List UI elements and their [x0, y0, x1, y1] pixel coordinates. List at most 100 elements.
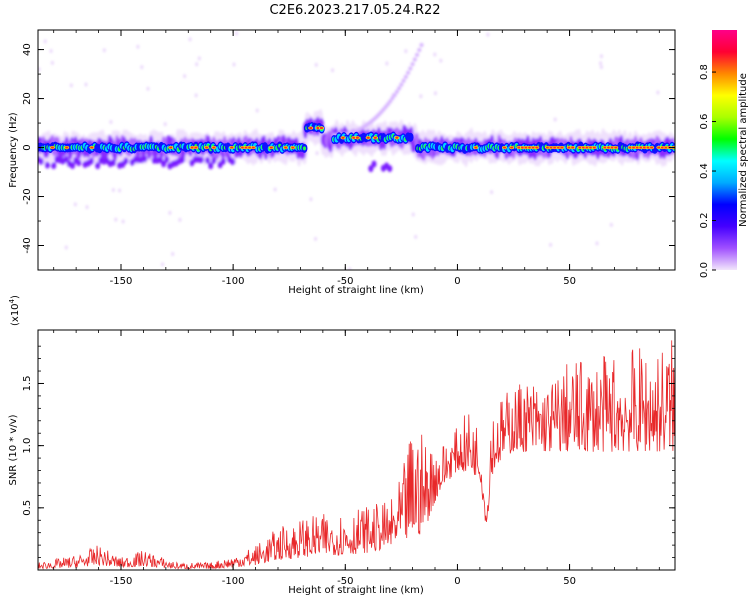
heat-secondary — [157, 156, 163, 164]
heat-core-red — [614, 146, 618, 149]
heat-speckle — [136, 44, 140, 49]
heat-core-red — [567, 146, 571, 149]
heat-speckle — [314, 62, 318, 67]
heat-speckle — [178, 217, 182, 222]
heat-sweep — [401, 78, 406, 83]
heat-core-red — [251, 146, 255, 149]
heat-core-red — [205, 146, 209, 149]
snr-y-label: SNR (10 * v/v) — [8, 414, 19, 485]
snr-multiplier-exp: 4 — [8, 298, 16, 303]
heat-secondary — [51, 162, 57, 170]
heat-core-red — [553, 146, 557, 149]
colorbar-ticks: 0.0 0.2 0.4 0.6 0.8 — [699, 64, 716, 278]
x-tick-label: -100 — [222, 276, 245, 287]
spectrogram-y-ticks: -40 -20 0 20 40 — [22, 43, 675, 271]
spectrogram-heat-layer — [38, 31, 675, 270]
heat-core-red — [560, 146, 564, 149]
snr-multiplier: (x104) — [8, 295, 21, 326]
heat-core-red — [169, 146, 173, 149]
heat-speckle — [595, 241, 599, 246]
heat-speckle — [599, 54, 603, 59]
heat-speckle — [49, 48, 53, 53]
heat-speckle — [163, 122, 167, 127]
snr-series-line — [38, 340, 675, 570]
heat-core-red — [664, 146, 668, 149]
heat-core-red — [657, 146, 661, 149]
heat-speckle — [314, 236, 318, 241]
heat-speckle — [109, 119, 113, 124]
heat-core-red — [319, 126, 324, 130]
heat-speckle — [140, 65, 144, 70]
heat-secondary — [211, 156, 217, 164]
snr-x-ticks: -150 -100 -50 0 50 — [53, 330, 660, 587]
heat-core-red — [284, 146, 288, 149]
y-tick-label: 1.0 — [22, 438, 33, 454]
heat-core-red — [632, 146, 636, 149]
y-tick-label: 1.5 — [22, 376, 33, 392]
y-tick-label: 40 — [22, 43, 33, 56]
snr-x-label: Height of straight line (km) — [288, 585, 424, 596]
colorbar-tick-label: 0.8 — [699, 64, 710, 80]
y-tick-label: 0 — [22, 144, 33, 150]
heat-core-red — [291, 146, 295, 149]
colorbar-tick-label: 0.4 — [699, 163, 710, 179]
snr-panel: -150 -100 -50 0 50 0.5 1.0 1.5 Height of strai… — [8, 295, 676, 596]
heat-speckle — [114, 217, 118, 222]
heat-sweep — [417, 47, 422, 52]
heat-speckle — [194, 93, 198, 98]
x-tick-label: 50 — [563, 276, 576, 287]
heat-core-red — [194, 146, 198, 149]
heat-secondary — [387, 165, 393, 173]
heat-speckle — [64, 245, 68, 250]
heat-core-red — [248, 146, 252, 149]
heat-core-red — [474, 146, 478, 149]
heat-sweep — [399, 82, 404, 87]
heat-secondary — [142, 155, 148, 163]
heat-speckle — [433, 52, 437, 57]
heat-core-red — [316, 126, 320, 130]
heat-secondary — [161, 160, 167, 168]
heat-core-red — [230, 146, 234, 149]
spectrogram-cores — [38, 122, 675, 154]
snr-multiplier-close: ) — [10, 295, 21, 299]
snr-y-ticks: 0.5 1.0 1.5 — [22, 345, 675, 558]
heat-core-red — [642, 146, 647, 149]
heat-core-red — [603, 146, 607, 149]
heat-core-red — [524, 146, 528, 149]
heat-core-red — [269, 146, 273, 149]
colorbar-label: Normalized spectral amplitude — [738, 73, 749, 227]
heat-speckle — [549, 242, 553, 247]
x-tick-label: -100 — [222, 576, 245, 587]
heat-speckle — [414, 234, 418, 239]
heat-speckle — [599, 61, 603, 66]
heat-core-red — [646, 146, 650, 149]
heat-core-red — [535, 146, 539, 149]
heat-sweep — [388, 99, 393, 104]
heat-core-red — [517, 146, 521, 149]
colorbar-tick-label: 0.6 — [699, 114, 710, 130]
heat-speckle — [411, 212, 415, 217]
y-tick-label: -20 — [22, 188, 33, 204]
x-tick-label: -50 — [337, 276, 353, 287]
heat-secondary — [76, 159, 82, 167]
heat-speckle — [553, 117, 557, 122]
svg-text:(x104): (x104) — [8, 295, 21, 326]
heat-speckle — [486, 32, 490, 37]
heat-core-red — [395, 136, 399, 139]
heat-core-red — [581, 146, 586, 149]
colorbar-tick-label: 0.2 — [699, 213, 710, 229]
heat-speckle — [255, 108, 259, 113]
heat-speckle — [273, 187, 277, 192]
heat-speckle — [656, 90, 660, 95]
heat-speckle — [433, 91, 437, 96]
heat-speckle — [118, 188, 122, 193]
heat-sweep — [403, 74, 408, 79]
snr-frame — [37, 329, 676, 571]
heat-speckle — [232, 62, 236, 67]
heat-core-red — [309, 126, 313, 130]
heat-speckle — [309, 197, 313, 202]
heat-core-red — [578, 146, 582, 149]
heat-sweep — [394, 89, 399, 94]
heat-core-red — [546, 146, 550, 149]
